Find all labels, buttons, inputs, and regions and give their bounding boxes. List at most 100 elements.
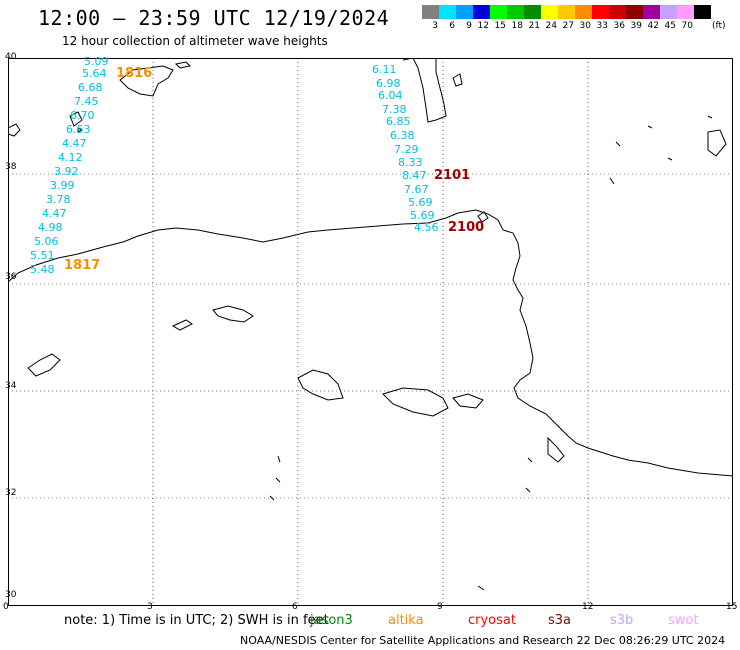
color-scale-label: 42 xyxy=(647,21,659,31)
color-scale-swatch xyxy=(643,5,660,19)
libya-inland xyxy=(547,436,565,463)
longitude-label: 12 xyxy=(582,602,594,612)
pass-time-label: 1816 xyxy=(116,66,153,81)
satellite-legend-item: altika xyxy=(388,613,424,628)
color-scale-label: 24 xyxy=(545,21,557,31)
color-scale-label: 18 xyxy=(511,21,523,31)
wave-height-value: 6.85 xyxy=(386,115,411,128)
color-scale-label: 9 xyxy=(466,21,472,31)
wave-height-value: 4.47 xyxy=(42,207,67,220)
color-scale-label: 15 xyxy=(494,21,506,31)
longitude-label: 3 xyxy=(147,602,153,612)
latitude-label: 38 xyxy=(5,162,17,172)
wave-height-value: 5.48 xyxy=(30,263,55,276)
footer-note: note: 1) Time is in UTC; 2) SWH is in fe… xyxy=(64,613,329,628)
color-scale-swatch xyxy=(524,5,541,19)
wave-height-value: 6.38 xyxy=(390,129,415,142)
satellite-legend-item: cryosat xyxy=(468,613,516,628)
map-subtitle: 12 hour collection of altimeter wave hei… xyxy=(62,34,328,48)
formentera xyxy=(77,127,84,133)
wave-height-value: 5.69 xyxy=(408,196,433,209)
wave-height-value: 6.68 xyxy=(78,81,103,94)
tunisia-islands xyxy=(477,211,489,223)
latitude-label: 32 xyxy=(5,488,17,498)
color-scale-label: 45 xyxy=(664,21,676,31)
wave-height-color-scale xyxy=(422,5,711,19)
wave-height-value: 6.70 xyxy=(70,109,95,122)
spain-coast xyxy=(8,123,21,137)
wave-height-value: 4.47 xyxy=(62,137,87,150)
color-scale-swatch xyxy=(422,5,439,19)
map-area xyxy=(8,58,733,606)
color-scale-swatch xyxy=(677,5,694,19)
wave-height-value: 6.98 xyxy=(376,77,401,90)
wave-height-value: 4.98 xyxy=(38,221,63,234)
color-scale-swatch xyxy=(541,5,558,19)
wave-height-value: 6.53 xyxy=(66,123,91,136)
satellite-legend-item: swot xyxy=(668,613,699,628)
color-scale-swatch xyxy=(490,5,507,19)
wave-height-value: 8.47 xyxy=(402,169,427,182)
pass-time-label: 2101 xyxy=(434,168,471,183)
latitude-label: 34 xyxy=(5,381,17,391)
color-scale-label: 21 xyxy=(528,21,540,31)
wave-height-value: 7.45 xyxy=(74,95,99,108)
color-scale-label: 39 xyxy=(630,21,642,31)
map-title: 12:00 – 23:59 UTC 12/19/2024 xyxy=(38,6,390,30)
color-scale-label: 27 xyxy=(562,21,574,31)
color-scale-swatch xyxy=(575,5,592,19)
longitude-label: 9 xyxy=(437,602,443,612)
longitude-label: 0 xyxy=(3,602,9,612)
footer-credit: NOAA/NESDIS Center for Satellite Applica… xyxy=(240,634,726,647)
sicily-west xyxy=(707,129,727,157)
color-scale-swatch xyxy=(592,5,609,19)
satellite-legend-item: jason3 xyxy=(310,613,353,628)
longitude-label: 6 xyxy=(292,602,298,612)
color-scale-swatch xyxy=(694,5,711,19)
color-scale-label xyxy=(694,21,711,31)
algeria-inland-3 xyxy=(212,305,254,323)
color-scale-label: 70 xyxy=(681,21,693,31)
coastlines xyxy=(8,58,733,591)
color-scale-label: 33 xyxy=(596,21,608,31)
latitude-label: 30 xyxy=(5,590,17,600)
algeria-inland-2 xyxy=(171,319,193,331)
wave-height-value: 5.06 xyxy=(34,235,59,248)
sardinia xyxy=(402,58,447,123)
color-scale-label: 3 xyxy=(432,21,438,31)
color-scale-unit: (ft) xyxy=(712,21,726,31)
color-scale-swatch xyxy=(456,5,473,19)
wave-height-value: 3.92 xyxy=(54,165,79,178)
color-scale-labels: 3 6 9 12 15 18 21 24 27 30 33 36 39 42 45 70 xyxy=(422,21,711,31)
wave-height-value: 7.67 xyxy=(404,183,429,196)
wave-height-value: 4.12 xyxy=(58,151,83,164)
small-islands-east xyxy=(609,115,713,185)
wave-height-value: 6.04 xyxy=(378,89,403,102)
chott-2 xyxy=(382,387,449,417)
ibiza xyxy=(69,111,83,127)
color-scale-swatch xyxy=(507,5,524,19)
pass-time-label: 1817 xyxy=(64,258,101,273)
wave-height-value: 4.56 xyxy=(414,221,439,234)
latitude-label: 40 xyxy=(5,52,17,62)
map-frame xyxy=(8,58,733,606)
corsica-tip xyxy=(452,73,463,87)
wave-height-value: 5.51 xyxy=(30,249,55,262)
latitude-label: 36 xyxy=(5,272,17,282)
pass-time-label: 2100 xyxy=(448,220,485,235)
color-scale-swatch xyxy=(626,5,643,19)
desert-1 xyxy=(269,455,533,591)
north-africa-coast xyxy=(8,209,733,477)
longitude-label: 15 xyxy=(726,602,738,612)
color-scale-label: 6 xyxy=(449,21,455,31)
color-scale-swatch xyxy=(558,5,575,19)
wave-height-value: 6.11 xyxy=(372,63,397,76)
color-scale-swatch xyxy=(439,5,456,19)
wave-height-value: 8.33 xyxy=(398,156,423,169)
color-scale-swatch xyxy=(660,5,677,19)
chott-1 xyxy=(297,369,344,401)
wave-height-value: 7.29 xyxy=(394,143,419,156)
color-scale-label: 36 xyxy=(613,21,625,31)
color-scale-label: 30 xyxy=(579,21,591,31)
color-scale-label: 12 xyxy=(477,21,489,31)
